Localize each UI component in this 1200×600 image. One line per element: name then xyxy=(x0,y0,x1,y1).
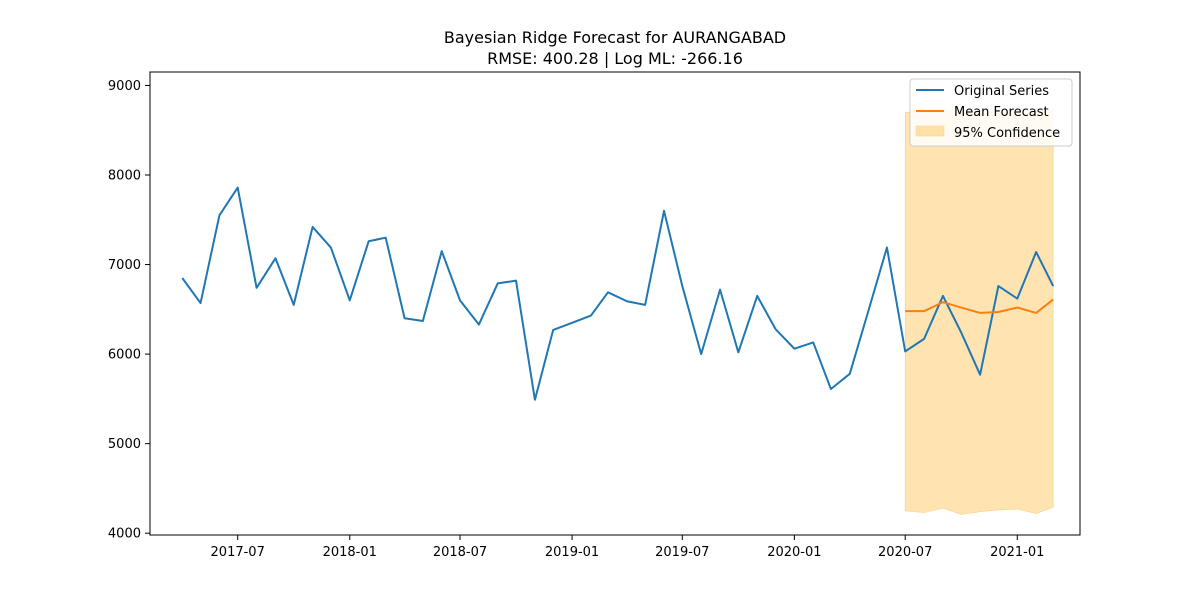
legend-confidence-swatch xyxy=(915,125,945,137)
x-tick-label: 2017-07 xyxy=(211,545,265,560)
x-tick-label: 2019-07 xyxy=(655,545,709,560)
y-tick-label: 4000 xyxy=(108,527,141,542)
x-axis: 2017-07 2018-01 2018-07 2019-01 2019-07 2020-… xyxy=(211,535,1044,560)
chart-title: Bayesian Ridge Forecast for AURANGABAD xyxy=(444,28,786,47)
legend-original-label: Original Series xyxy=(954,84,1049,99)
x-tick-label: 2019-01 xyxy=(545,545,599,560)
legend-confidence-label: 95% Confidence xyxy=(954,126,1060,141)
x-tick-label: 2018-07 xyxy=(433,545,487,560)
y-tick-label: 6000 xyxy=(108,348,141,363)
legend: Original Series Mean Forecast 95% Confid… xyxy=(909,78,1073,147)
legend-forecast-label: Mean Forecast xyxy=(954,105,1049,120)
x-tick-label: 2020-07 xyxy=(878,545,932,560)
y-tick-label: 5000 xyxy=(108,437,141,452)
y-tick-label: 7000 xyxy=(108,258,141,273)
y-tick-label: 8000 xyxy=(108,168,141,183)
original-series-line xyxy=(181,186,1055,401)
x-tick-label: 2018-01 xyxy=(323,545,377,560)
plot-frame xyxy=(149,71,1081,536)
chart-subtitle: RMSE: 400.28 | Log ML: -266.16 xyxy=(487,49,743,68)
x-tick-label: 2021-01 xyxy=(990,545,1044,560)
series-layer xyxy=(181,186,1055,401)
y-axis: 4000 5000 6000 7000 8000 9000 xyxy=(108,79,150,542)
legend-box xyxy=(909,78,1073,147)
y-tick-label: 9000 xyxy=(108,79,141,94)
x-tick-label: 2020-01 xyxy=(767,545,821,560)
mean-forecast-line xyxy=(905,298,1054,314)
